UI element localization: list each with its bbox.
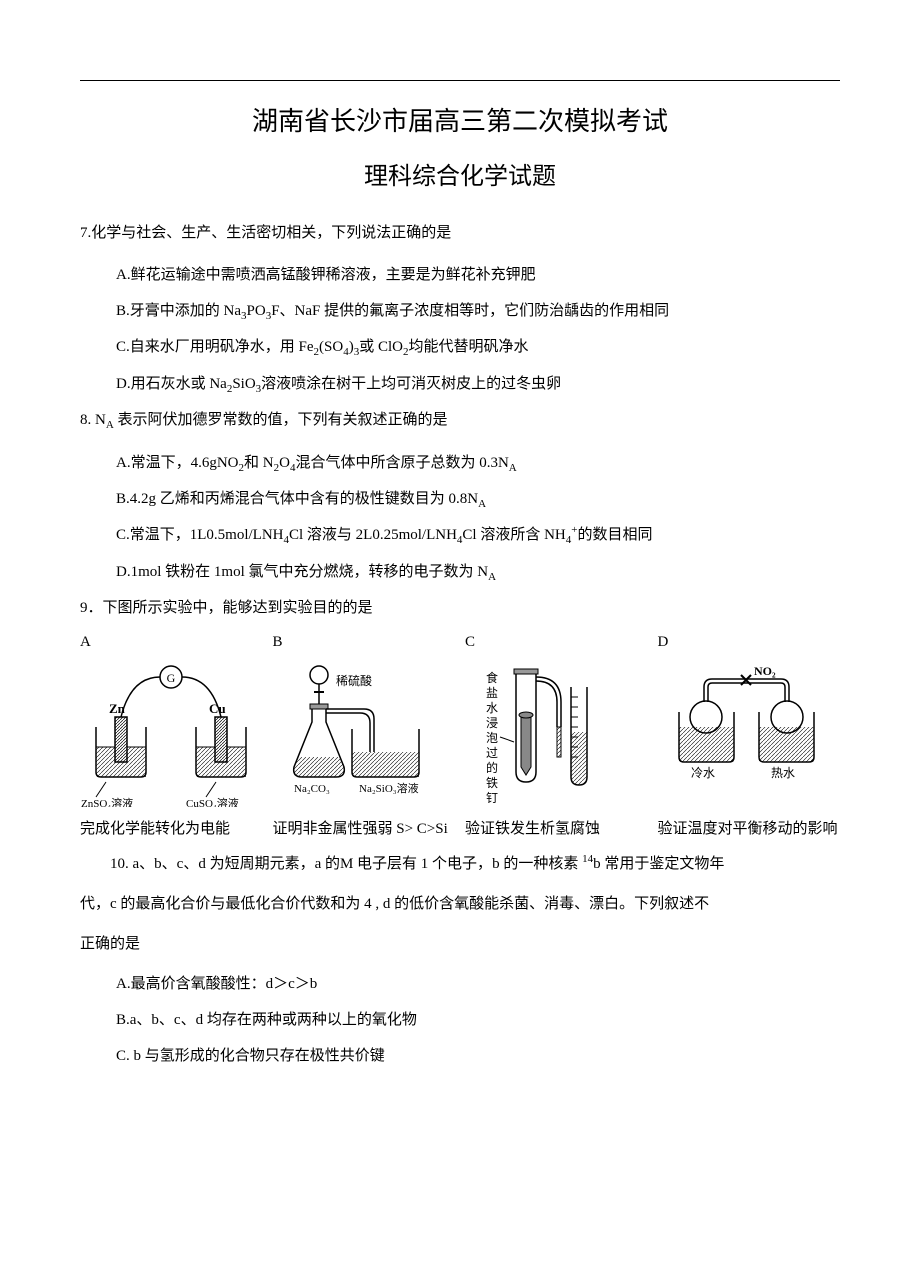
q8b-s1: A	[478, 498, 486, 510]
no2-label: NO₂	[754, 664, 776, 678]
q10-option-a: A.最高价含氧酸酸性：d＞c＞b	[98, 966, 840, 1002]
nail-label-8: 铁	[486, 776, 498, 790]
nail-label-9: 钉	[486, 791, 498, 805]
q10-option-c: C. b 与氢形成的化合物只存在极性共价键	[98, 1038, 840, 1074]
q10-p1-post: b 常用于鉴定文物年	[593, 856, 724, 872]
q7c-text-5: 均能代替明矾净水	[408, 339, 528, 355]
q9-label-a: A	[80, 634, 263, 651]
q8c-2: Cl 溶液与 2L0.25mol/LNH	[289, 527, 457, 543]
q7-option-a: A.鲜花运输途中需喷洒高锰酸钾稀溶液，主要是为鲜花补充钾肥	[98, 257, 840, 293]
q10-p3: 正确的是	[80, 926, 840, 962]
q9-col-b: B 稀硫酸 Na₂CO₃ Na₂SiO₃溶液	[273, 634, 456, 844]
q10-iso: 14	[582, 853, 593, 865]
q9-col-a: A G Zn Cu	[80, 634, 263, 844]
q10-p2: 代，c 的最高化合价与最低化合价代数和为 4 , d 的低价含氧酸能杀菌、消毒、…	[80, 886, 840, 922]
q8-option-b: B.4.2g 乙烯和丙烯混合气体中含有的极性键数目为 0.8NA	[98, 481, 840, 517]
q7c-text-4: 或 ClO	[359, 339, 403, 355]
na2co3-label: Na₂CO₃	[294, 783, 330, 795]
q9-cap-d: 验证温度对平衡移动的影响	[658, 815, 841, 844]
nail-label-4: 浸	[486, 716, 498, 730]
q8c-3: Cl 溶液所含 NH	[462, 527, 565, 543]
q9-diagram-a: G Zn Cu ZnSO₄溶液	[80, 657, 263, 807]
q7d-text-1: D.用石灰水或 Na	[116, 376, 227, 392]
q7b-text-3: F、NaF 提供的氟离子浓度相等时，它们防治龋齿的作用相同	[271, 303, 669, 319]
exam-title-1: 湖南省长沙市届高三第二次模拟考试	[80, 101, 840, 138]
cu-label: Cu	[209, 701, 226, 716]
q8a-1: A.常温下，4.6gNO	[116, 455, 239, 471]
nail-label-7: 的	[486, 760, 498, 775]
q8a-s4: A	[509, 462, 517, 474]
top-rule	[80, 80, 840, 81]
zn-label: Zn	[109, 701, 126, 716]
q8-option-d: D.1mol 铁粉在 1mol 氯气中充分燃烧，转移的电子数为 NA	[98, 554, 840, 590]
q7-option-b: B.牙膏中添加的 Na3PO3F、NaF 提供的氟离子浓度相等时，它们防治龋齿的…	[98, 293, 840, 329]
q9-cap-b: 证明非金属性强弱 S> C>Si	[273, 815, 456, 844]
exam-title-2: 理科综合化学试题	[80, 156, 840, 191]
q8-option-c: C.常温下，1L0.5mol/LNH4Cl 溶液与 2L0.25mol/LNH4…	[98, 517, 840, 553]
q8-option-a: A.常温下，4.6gNO2和 N2O4混合气体中所含原子总数为 0.3NA	[98, 445, 840, 481]
nail-label-1: 食	[486, 670, 498, 685]
q8a-4: 混合气体中所含原子总数为 0.3N	[295, 455, 508, 471]
q9-diagram-d: NO₂ 冷水 热水	[658, 657, 841, 807]
hot-label: 热水	[771, 766, 795, 780]
q9-diagram-b: 稀硫酸 Na₂CO₃ Na₂SiO₃溶液	[273, 657, 456, 807]
acid-label: 稀硫酸	[336, 673, 372, 688]
q9-cap-c: 验证铁发生析氢腐蚀	[465, 815, 648, 844]
cold-label: 冷水	[691, 766, 715, 780]
q7c-text-1: C.自来水厂用明矾净水，用 Fe	[116, 339, 314, 355]
q9-diagram-c: 食 盐 水 浸 泡 过 的 铁 钉	[465, 657, 648, 807]
na2sio3-label: Na₂SiO₃溶液	[359, 781, 419, 795]
znso4-label: ZnSO₄溶液	[81, 796, 133, 807]
q9-col-c: C	[465, 634, 648, 844]
q8c-1: C.常温下，1L0.5mol/LNH	[116, 527, 284, 543]
q8-stem-sub: A	[106, 419, 114, 431]
q8-stem: 8. NA 表示阿伏加德罗常数的值，下列有关叙述正确的是	[80, 402, 840, 438]
q7-option-c: C.自来水厂用明矾净水，用 Fe2(SO4)3或 ClO2均能代替明矾净水	[98, 329, 840, 365]
q8a-2: 和 N	[244, 455, 274, 471]
q8b-1: B.4.2g 乙烯和丙烯混合气体中含有的极性键数目为 0.8N	[116, 491, 478, 507]
nail-label-3: 水	[486, 701, 498, 715]
q7-option-d: D.用石灰水或 Na2SiO3溶液喷涂在树干上均可消灭树皮上的过冬虫卵	[98, 366, 840, 402]
nail-label-6: 过	[486, 746, 498, 760]
q7d-text-2: SiO	[232, 376, 255, 392]
q9-col-d: D NO₂ 冷水 热水	[658, 634, 841, 844]
q8d-s1: A	[488, 571, 496, 583]
q9-figure-row: A G Zn Cu	[80, 634, 840, 844]
q7c-text-2: (SO	[319, 339, 343, 355]
q7b-text-2: PO	[247, 303, 266, 319]
q9-label-d: D	[658, 634, 841, 651]
q9-label-b: B	[273, 634, 456, 651]
q8c-4: 的数目相同	[577, 527, 652, 543]
galvanometer-label: G	[167, 671, 176, 685]
q10-p1: 10. a、b、c、d 为短周期元素，a 的M 电子层有 1 个电子，b 的一种…	[80, 846, 840, 882]
q7-stem: 7.化学与社会、生产、生活密切相关，下列说法正确的是	[80, 215, 840, 251]
q9-label-c: C	[465, 634, 648, 651]
q10-option-b: B.a、b、c、d 均存在两种或两种以上的氧化物	[98, 1002, 840, 1038]
nail-label-2: 盐	[486, 686, 498, 700]
cuso4-label: CuSO₄溶液	[186, 796, 239, 807]
nail-label-5: 泡	[486, 731, 498, 745]
q9-stem: 9．下图所示实验中，能够达到实验目的的是	[80, 590, 840, 626]
q8d-1: D.1mol 铁粉在 1mol 氯气中充分燃烧，转移的电子数为 N	[116, 564, 488, 580]
q10-p1-pre: 10. a、b、c、d 为短周期元素，a 的M 电子层有 1 个电子，b 的一种…	[110, 856, 582, 872]
q8-stem-2: 表示阿伏加德罗常数的值，下列有关叙述正确的是	[118, 412, 448, 428]
q9-cap-a: 完成化学能转化为电能	[80, 815, 263, 844]
q8a-3: O	[279, 455, 290, 471]
q7b-text-1: B.牙膏中添加的 Na	[116, 303, 241, 319]
q7d-text-3: 溶液喷涂在树干上均可消灭树皮上的过冬虫卵	[261, 376, 561, 392]
q8-stem-1: 8. N	[80, 412, 106, 428]
